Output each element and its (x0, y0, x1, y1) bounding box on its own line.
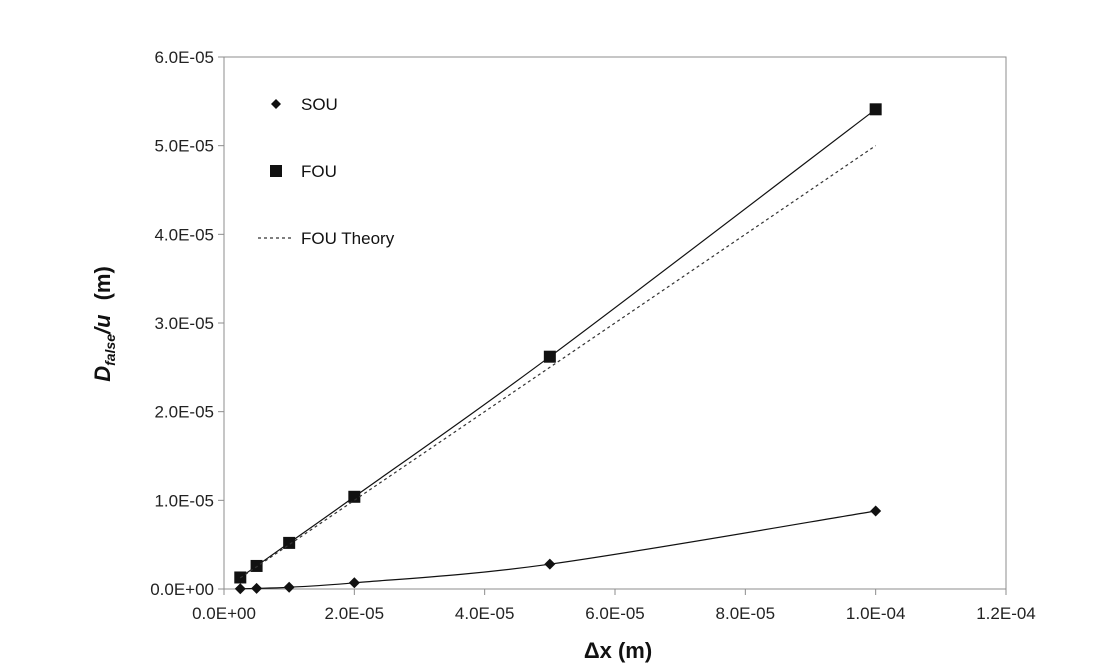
series-fou (234, 103, 882, 584)
data-point (234, 583, 246, 595)
legend-diamond-marker (271, 99, 281, 109)
x-tick-label: 6.0E-05 (585, 604, 645, 623)
data-point (544, 558, 556, 570)
x-tick-label: 1.0E-04 (846, 604, 906, 623)
data-point (283, 581, 295, 593)
y-tick-label: 4.0E-05 (154, 225, 214, 244)
x-tick-label: 8.0E-05 (716, 604, 776, 623)
x-tick-label: 4.0E-05 (455, 604, 515, 623)
y-axis-title-main: D (90, 366, 115, 382)
data-point (251, 582, 263, 594)
data-point (283, 536, 296, 549)
data-point (543, 350, 556, 363)
legend-label: FOU Theory (301, 229, 395, 248)
y-tick-label: 6.0E-05 (154, 48, 214, 67)
x-tick-label: 1.2E-04 (976, 604, 1036, 623)
series-layer (234, 103, 882, 595)
data-point (250, 559, 263, 572)
y-tick-label: 2.0E-05 (154, 403, 214, 422)
y-tick-label: 3.0E-05 (154, 314, 214, 333)
series-line (240, 510, 876, 590)
legend-label: FOU (301, 162, 337, 181)
x-tick-label: 2.0E-05 (325, 604, 385, 623)
y-axis-title: Dfalse/u (m) (90, 266, 118, 382)
y-tick-label: 1.0E-05 (154, 491, 214, 510)
y-axis-title-sub: false (102, 334, 118, 366)
legend-square-marker (270, 165, 282, 177)
y-axis-title-rest: /u (90, 314, 115, 335)
y-axis-ticks: 0.0E+00 1.0E-05 2.0E-05 3.0E-05 4.0E-05 5.0E-… (150, 48, 224, 599)
series-sou (234, 505, 882, 595)
legend-label: SOU (301, 95, 338, 114)
data-point (348, 490, 361, 503)
y-axis-title-unit: (m) (90, 266, 115, 300)
data-point (348, 577, 360, 589)
x-tick-label: 0.0E+00 (192, 604, 256, 623)
data-point (869, 103, 882, 116)
x-axis-title: Δx (m) (584, 638, 652, 663)
series-line (239, 145, 877, 579)
legend-item-fou: FOU (270, 162, 337, 181)
legend: SOU FOU FOU Theory (258, 95, 395, 248)
y-tick-label: 0.0E+00 (150, 580, 214, 599)
series-fou-theory (239, 145, 877, 579)
x-axis-ticks: 0.0E+00 2.0E-05 4.0E-05 6.0E-05 8.0E-05 1.0E-… (192, 589, 1036, 623)
legend-item-fou-theory: FOU Theory (258, 229, 395, 248)
legend-item-sou: SOU (271, 95, 338, 114)
data-point (870, 505, 882, 517)
y-tick-label: 5.0E-05 (154, 137, 214, 156)
